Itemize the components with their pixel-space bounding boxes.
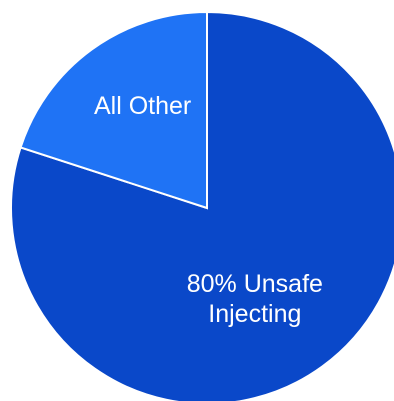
pie-slice-unsafe-injecting	[10, 10, 394, 401]
slice-label-all-other: All Other	[94, 92, 191, 120]
slice-label-unsafe-injecting-line-1: Injecting	[208, 300, 301, 328]
slice-label-all-other-line-0: All Other	[94, 92, 191, 120]
pie-labels: 80% Unsafe Injecting All Other	[94, 92, 323, 328]
pie-slices	[10, 10, 394, 401]
slice-label-unsafe-injecting: 80% Unsafe Injecting	[187, 270, 323, 328]
slice-label-unsafe-injecting-line-0: 80% Unsafe	[187, 270, 323, 298]
pie-slice-all-other	[19, 10, 208, 210]
